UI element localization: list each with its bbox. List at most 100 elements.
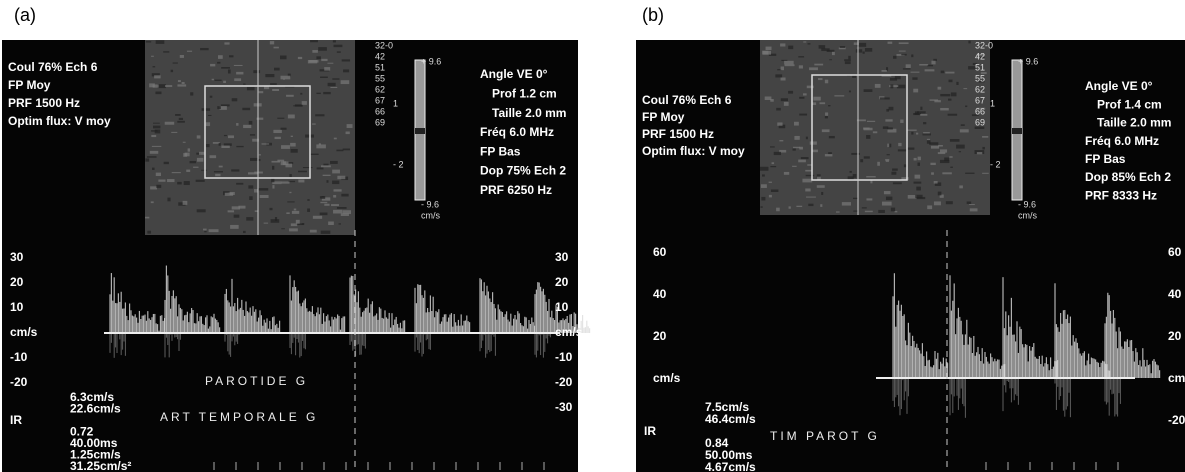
speckle — [293, 105, 303, 107]
measurement: 7.5cm/s — [705, 400, 749, 414]
speckle — [886, 67, 889, 71]
speckle — [913, 88, 919, 93]
speckle — [907, 129, 917, 131]
speckle — [287, 114, 295, 119]
speckle — [923, 122, 927, 125]
speckle — [803, 93, 807, 96]
speckle — [959, 185, 963, 189]
scale-mark: 1 — [393, 98, 398, 108]
speckle — [181, 82, 185, 85]
speckle — [281, 228, 285, 230]
speckle — [280, 181, 290, 184]
speckle — [189, 160, 197, 164]
speckle — [784, 60, 794, 65]
speckle — [942, 172, 952, 175]
speckle — [841, 202, 851, 206]
scale-mark: - 2 — [990, 159, 1001, 169]
speckle — [974, 126, 985, 129]
speckle — [316, 92, 321, 95]
speckle — [824, 154, 833, 157]
speckle — [929, 142, 939, 145]
speckle — [182, 200, 188, 205]
speckle — [937, 86, 942, 90]
speckle — [167, 179, 175, 183]
speckle — [933, 181, 938, 184]
speckle — [231, 206, 241, 210]
speckle — [783, 101, 789, 106]
speckle — [901, 177, 909, 181]
speckle — [982, 146, 985, 150]
scale-mark: - 2 — [393, 159, 404, 169]
axis-label: cm/s — [653, 371, 681, 385]
speckle — [968, 66, 976, 70]
speckle — [894, 210, 898, 213]
scale-mark: 1 — [990, 98, 995, 108]
speckle — [257, 158, 261, 162]
speckle — [333, 44, 343, 48]
speckle — [931, 172, 934, 175]
speckle — [336, 206, 347, 209]
speckle — [333, 189, 342, 192]
speckle — [333, 195, 337, 198]
speckle — [980, 72, 987, 75]
speckle — [821, 129, 830, 133]
speckle — [302, 167, 313, 169]
speckle — [336, 51, 341, 53]
color-box — [811, 74, 908, 181]
speckle — [265, 73, 275, 78]
speckle — [780, 98, 788, 102]
depth-label: 55 — [975, 73, 985, 83]
speckle — [891, 171, 897, 175]
speckle — [285, 163, 293, 168]
speckle — [186, 50, 193, 52]
axis-label: cm/s — [10, 325, 38, 339]
speckle — [771, 162, 775, 165]
speckle — [336, 149, 344, 152]
speckle — [948, 98, 952, 101]
speckle — [218, 143, 221, 146]
speckle — [256, 117, 264, 120]
speckle — [776, 107, 781, 111]
scale-mark: - 9.6 — [1018, 199, 1036, 209]
speckle — [816, 174, 821, 178]
speckle — [824, 79, 829, 84]
speckle — [976, 53, 985, 57]
axis-label: cm/s — [555, 325, 583, 339]
speckle — [972, 62, 978, 66]
speckle — [330, 86, 338, 89]
speckle — [940, 93, 951, 97]
speckle — [849, 170, 852, 173]
speckle — [960, 124, 965, 126]
speckle — [207, 114, 212, 116]
speckle — [215, 173, 221, 177]
speckle — [272, 88, 280, 92]
speckle — [310, 153, 319, 155]
speckle — [163, 161, 169, 165]
speckle — [848, 55, 851, 60]
speckle — [309, 229, 317, 233]
color-bar-mid — [1012, 128, 1022, 134]
speckle — [816, 185, 825, 188]
speckle — [289, 191, 292, 194]
speckle — [208, 229, 219, 233]
speckle — [243, 83, 246, 85]
speckle — [965, 105, 968, 108]
speckle — [777, 69, 782, 71]
depth-label: 55 — [375, 73, 385, 83]
speckle — [150, 201, 154, 204]
speckle — [271, 178, 275, 183]
speckle — [205, 122, 211, 127]
measurement: IR — [644, 424, 656, 438]
speckle — [852, 174, 857, 178]
speckle — [764, 96, 772, 101]
speckle — [196, 209, 206, 213]
speckle — [910, 71, 920, 73]
speckle — [287, 201, 295, 203]
speckle — [860, 159, 864, 163]
speckle — [963, 88, 968, 90]
setting: Optim flux: V moy — [642, 144, 745, 158]
speckle — [280, 127, 287, 130]
speckle — [190, 92, 194, 96]
speckle — [926, 138, 931, 140]
speckle — [310, 40, 318, 43]
